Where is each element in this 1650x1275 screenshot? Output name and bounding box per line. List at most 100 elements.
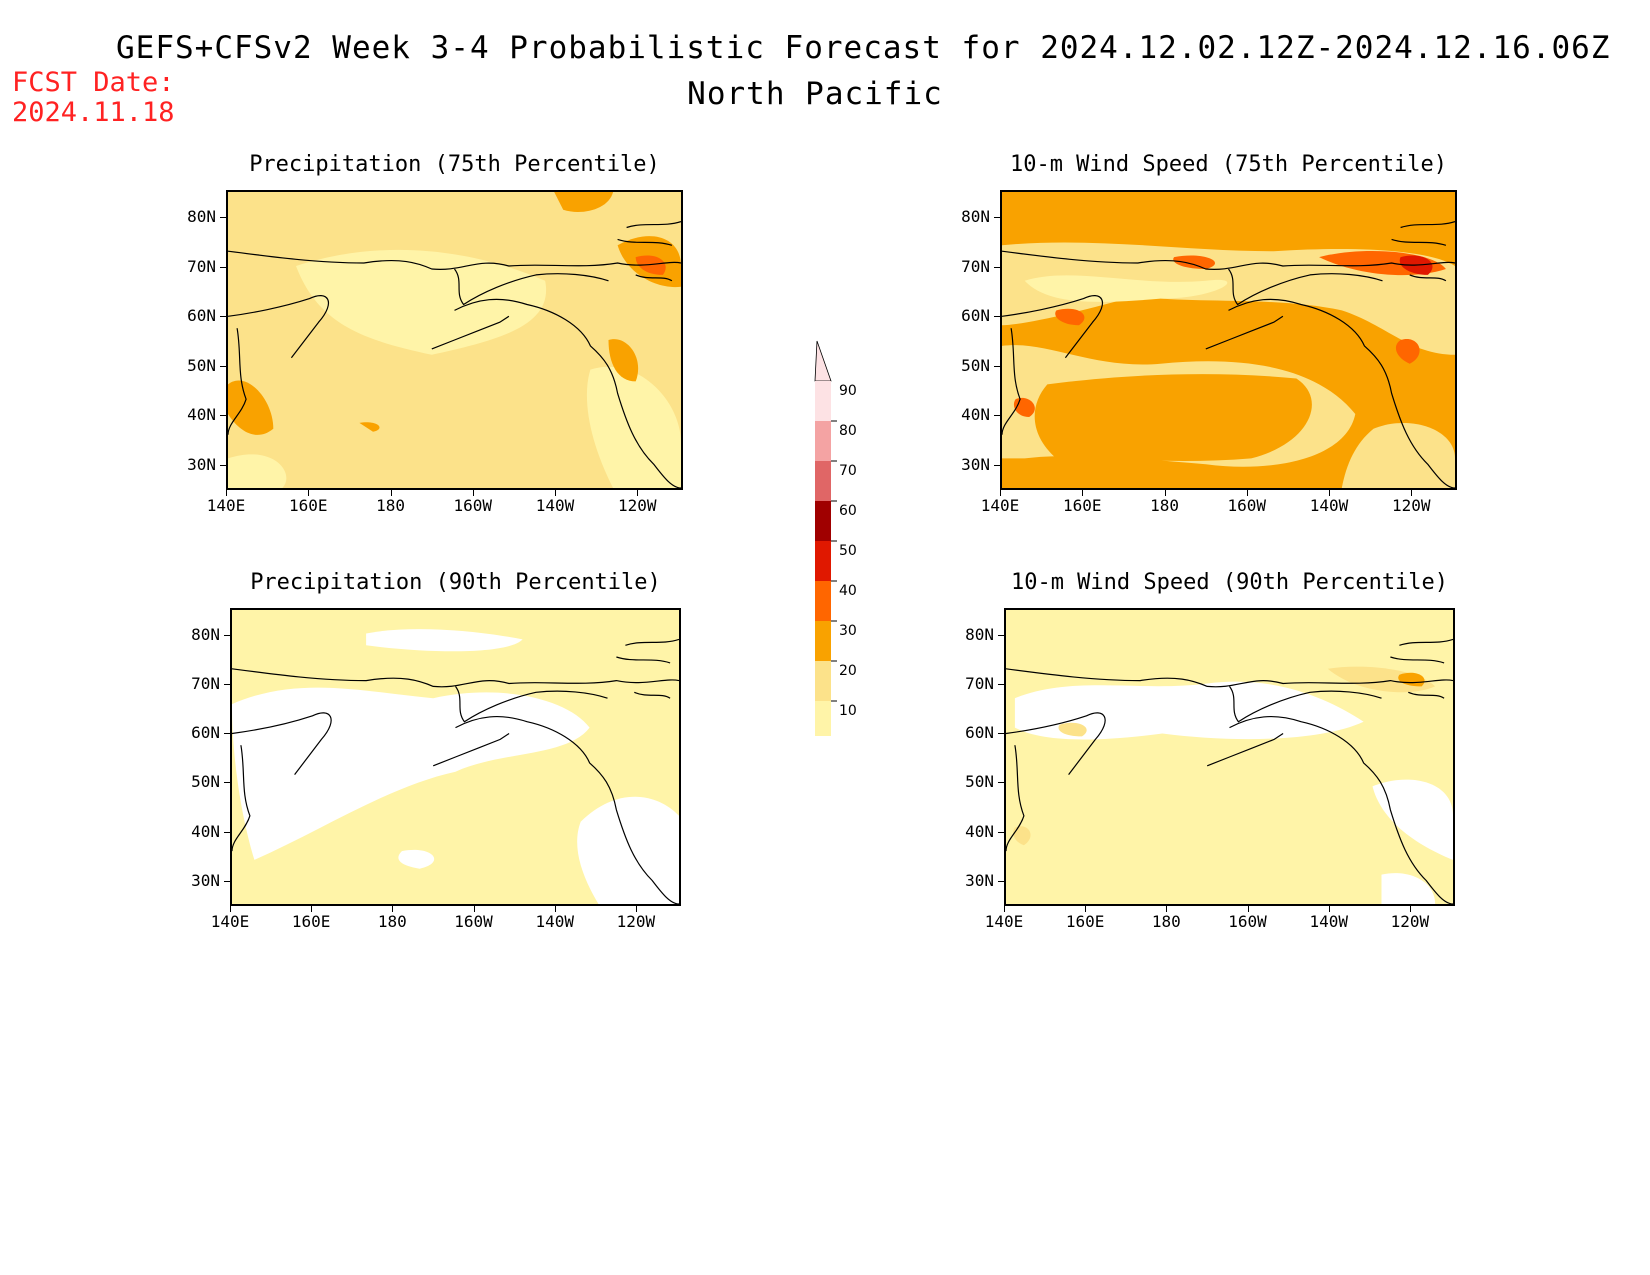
- colorbar-swatch: [815, 461, 831, 501]
- coastline: [1206, 732, 1284, 767]
- probability-contour: [1058, 722, 1087, 737]
- map-field: [232, 610, 679, 904]
- longitude-tick-label: 140E: [210, 912, 250, 931]
- longitude-tick-label: 140W: [1309, 496, 1349, 515]
- longitude-tick-mark: [635, 906, 637, 912]
- longitude-tick-mark: [1164, 490, 1166, 496]
- latitude-tick-mark: [220, 415, 226, 416]
- colorbar-label: 20: [839, 663, 857, 679]
- coastline: [232, 745, 251, 852]
- forecast-date-value: 2024.11.18: [12, 97, 175, 128]
- longitude-tick-mark: [226, 490, 227, 496]
- coastline: [1006, 668, 1453, 688]
- longitude-tick-label: 120W: [616, 912, 656, 931]
- coastline: [1228, 298, 1455, 488]
- forecast-date-label: FCST Date:: [12, 67, 175, 98]
- longitude-tick-mark: [555, 490, 557, 496]
- latitude-tick-label: 80N: [965, 624, 994, 644]
- coastline: [455, 716, 679, 904]
- latitude-tick-label: 80N: [191, 624, 220, 644]
- panel-title: Precipitation (75th Percentile): [249, 152, 660, 177]
- coastline: [626, 221, 681, 229]
- latitude-tick-mark: [220, 365, 226, 367]
- latitude-tick-mark: [998, 733, 1004, 735]
- coastline: [431, 315, 510, 350]
- map-field: [1006, 610, 1453, 904]
- longitude-tick-label: 140E: [206, 496, 246, 515]
- probability-contour: [1395, 338, 1420, 364]
- coastline: [1399, 638, 1453, 646]
- longitude-tick-mark: [1000, 490, 1001, 496]
- latitude-tick-mark: [998, 683, 1004, 685]
- coastline: [635, 274, 673, 282]
- longitude-tick-label: 160W: [1228, 912, 1267, 931]
- coastline: [1391, 238, 1447, 246]
- coastline: [228, 250, 681, 270]
- latitude-tick-mark: [224, 880, 230, 882]
- longitude-tick-mark: [1004, 906, 1005, 912]
- longitude-tick-mark: [1328, 906, 1330, 912]
- latitude-tick-mark: [220, 464, 226, 466]
- longitude-tick-mark: [554, 906, 556, 912]
- coastline: [1002, 328, 1021, 435]
- map-panel: [1004, 608, 1455, 906]
- latitude-tick-label: 30N: [191, 870, 220, 890]
- coastline: [1229, 716, 1453, 904]
- latitude-tick-mark: [220, 217, 226, 218]
- latitude-tick-label: 60N: [965, 723, 994, 743]
- longitude-tick-label: 140W: [535, 496, 575, 515]
- latitude-tick-mark: [998, 831, 1004, 833]
- colorbar-label: 60: [839, 503, 857, 519]
- longitude-tick-mark: [1246, 490, 1248, 496]
- latitude-tick-label: 40N: [187, 405, 216, 424]
- probability-contour: [1034, 374, 1312, 462]
- coastline: [228, 328, 247, 435]
- longitude-tick-label: 160W: [1227, 496, 1267, 515]
- coastline: [617, 238, 673, 246]
- longitude-tick-mark: [473, 906, 475, 912]
- panel-title: 10-m Wind Speed (90th Percentile): [1010, 570, 1449, 595]
- coastline: [1409, 274, 1447, 282]
- longitude-tick-mark: [1329, 490, 1331, 496]
- latitude-tick-label: 30N: [961, 454, 990, 474]
- probability-contour: [232, 687, 590, 860]
- colorbar-label: 80: [839, 423, 857, 439]
- probability-contour: [228, 380, 274, 435]
- coastline: [1408, 691, 1445, 699]
- probability-contour: [608, 339, 639, 382]
- coastline: [1002, 250, 1455, 270]
- probability-contour: [398, 849, 435, 869]
- longitude-tick-label: 180: [377, 912, 407, 931]
- probability-contour: [1341, 422, 1455, 488]
- longitude-tick-label: 180: [1150, 496, 1179, 515]
- probability-contour: [1173, 255, 1215, 269]
- latitude-tick-label: 40N: [965, 821, 994, 841]
- coastline: [1002, 295, 1104, 359]
- latitude-tick-mark: [220, 316, 226, 317]
- map-panel: [226, 190, 683, 490]
- latitude-tick-label: 60N: [187, 306, 216, 325]
- longitude-tick-mark: [392, 906, 394, 912]
- latitude-tick-mark: [224, 782, 230, 784]
- colorbar-label: 70: [839, 463, 857, 479]
- longitude-tick-label: 160E: [291, 912, 331, 931]
- latitude-tick-mark: [994, 415, 1000, 416]
- latitude-tick-mark: [994, 316, 1000, 317]
- probability-contour: [577, 796, 679, 904]
- latitude-tick-label: 60N: [961, 306, 990, 325]
- map-field: [228, 192, 681, 488]
- probability-contour: [1372, 779, 1453, 860]
- latitude-tick-label: 30N: [187, 454, 216, 474]
- coastline: [1006, 712, 1106, 775]
- longitude-tick-label: 140E: [980, 496, 1020, 515]
- coastline: [1205, 315, 1284, 350]
- coastline: [1400, 221, 1455, 229]
- coastline: [616, 656, 671, 664]
- longitude-tick-label: 160W: [454, 912, 493, 931]
- colorbar-graphic: 90 80 70 60 50 40 30 20 10: [814, 340, 857, 782]
- latitude-tick-label: 30N: [965, 870, 994, 890]
- colorbar-label: 40: [839, 583, 857, 599]
- coastline: [228, 295, 330, 359]
- probability-contour: [359, 422, 380, 432]
- latitude-tick-mark: [994, 266, 1000, 268]
